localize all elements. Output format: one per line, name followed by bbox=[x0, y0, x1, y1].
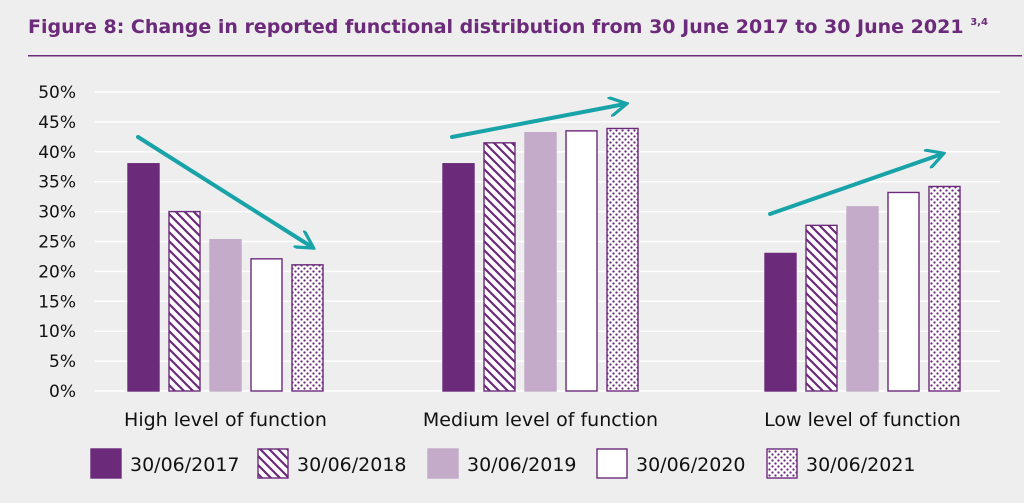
legend-swatch bbox=[596, 448, 628, 479]
bar bbox=[483, 142, 516, 392]
y-tick-label: 40% bbox=[38, 143, 76, 163]
y-tick-label: 35% bbox=[38, 173, 76, 193]
bar bbox=[887, 191, 920, 392]
y-tick-label: 30% bbox=[38, 203, 76, 223]
legend-swatch bbox=[90, 448, 122, 479]
legend-label: 30/06/2018 bbox=[297, 454, 407, 476]
y-tick-label: 10% bbox=[38, 322, 76, 342]
title-rule bbox=[28, 55, 1022, 57]
legend-item: 30/06/2019 bbox=[427, 448, 577, 479]
bars bbox=[127, 127, 961, 392]
legend-swatch bbox=[766, 448, 798, 479]
bar bbox=[565, 130, 598, 392]
bar bbox=[291, 264, 324, 392]
y-axis-ticks: 0% 5% 10% 15% 20% 25% 30% 35% 40% 45% 50% bbox=[38, 83, 76, 402]
bar bbox=[846, 206, 879, 392]
bar bbox=[524, 131, 557, 392]
category-label: Low level of function bbox=[764, 409, 961, 431]
y-tick-label: 20% bbox=[38, 262, 76, 282]
legend-item: 30/06/2018 bbox=[257, 448, 407, 479]
bar bbox=[442, 163, 475, 392]
y-tick-label: 0% bbox=[49, 382, 76, 402]
chart-title-text: Figure 8: Change in reported functional … bbox=[28, 16, 964, 38]
legend-item: 30/06/2021 bbox=[766, 448, 916, 479]
category-labels: High level of function Medium level of fu… bbox=[124, 409, 961, 431]
trend-arrow bbox=[136, 135, 312, 247]
trend-arrow bbox=[768, 154, 942, 216]
legend-label: 30/06/2017 bbox=[130, 454, 240, 476]
bar bbox=[928, 185, 961, 392]
chart-title: Figure 8: Change in reported functional … bbox=[28, 16, 988, 38]
bar bbox=[209, 239, 242, 392]
trend-arrows bbox=[136, 104, 942, 247]
legend-label: 30/06/2020 bbox=[636, 454, 746, 476]
bar-group bbox=[127, 163, 324, 392]
y-tick-label: 5% bbox=[49, 352, 76, 372]
legend-swatch bbox=[257, 448, 289, 479]
bar bbox=[764, 252, 797, 392]
svg-text:Figure 8: Change in reported f: Figure 8: Change in reported functional … bbox=[28, 16, 988, 38]
trend-arrow bbox=[450, 104, 625, 139]
y-tick-label: 50% bbox=[38, 83, 76, 103]
bar bbox=[127, 163, 160, 392]
bar-group bbox=[442, 127, 639, 392]
bar bbox=[250, 258, 283, 392]
bar-group bbox=[764, 185, 961, 392]
bar bbox=[805, 224, 838, 392]
bar bbox=[606, 127, 639, 392]
legend-swatch bbox=[427, 448, 459, 479]
legend: 30/06/2017 30/06/2018 30/06/2019 30/06/2020… bbox=[90, 448, 916, 479]
legend-item: 30/06/2020 bbox=[596, 448, 746, 479]
legend-label: 30/06/2021 bbox=[806, 454, 916, 476]
category-label: High level of function bbox=[124, 409, 327, 431]
legend-item: 30/06/2017 bbox=[90, 448, 240, 479]
y-tick-label: 25% bbox=[38, 233, 76, 253]
legend-label: 30/06/2019 bbox=[467, 454, 577, 476]
y-tick-label: 45% bbox=[38, 113, 76, 133]
bar bbox=[168, 210, 201, 392]
category-label: Medium level of function bbox=[423, 409, 658, 431]
chart-title-superscript: 3,4 bbox=[970, 17, 988, 28]
y-tick-label: 15% bbox=[38, 292, 76, 312]
